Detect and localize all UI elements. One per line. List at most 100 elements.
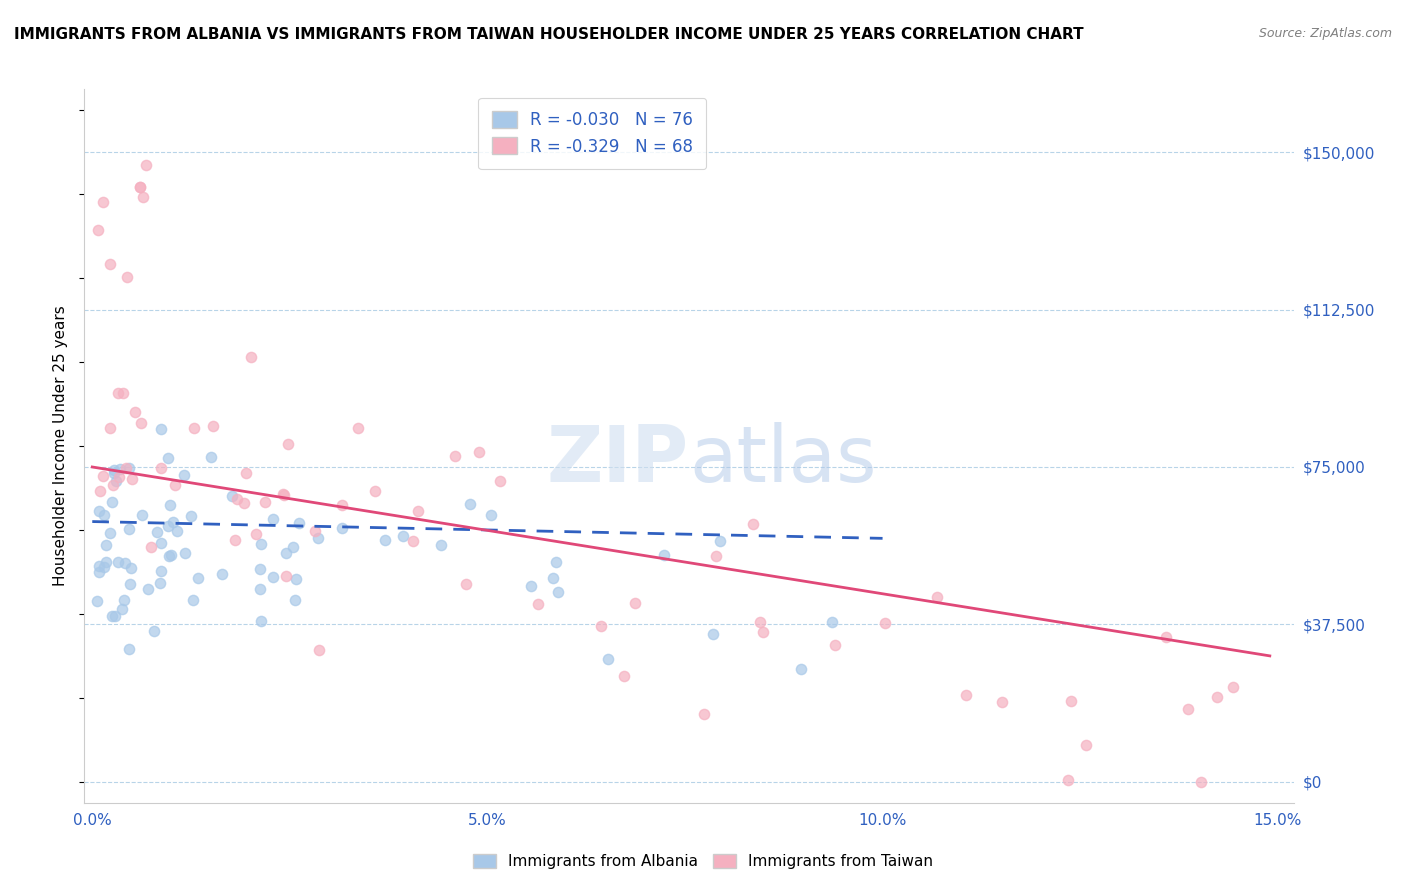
Point bbox=[249, 582, 271, 596]
Point bbox=[790, 662, 813, 676]
Point bbox=[526, 597, 548, 611]
Point bbox=[156, 518, 179, 533]
Point bbox=[1060, 694, 1083, 708]
Point bbox=[181, 592, 204, 607]
Point bbox=[262, 570, 284, 584]
Point bbox=[468, 445, 491, 459]
Point bbox=[749, 615, 772, 629]
Point bbox=[235, 467, 257, 481]
Point bbox=[135, 158, 157, 172]
Point bbox=[240, 350, 263, 364]
Point bbox=[276, 569, 298, 583]
Point bbox=[741, 516, 763, 531]
Point bbox=[101, 609, 124, 624]
Point bbox=[221, 489, 243, 503]
Point bbox=[157, 451, 180, 466]
Point bbox=[101, 478, 124, 492]
Point bbox=[489, 474, 512, 488]
Point bbox=[304, 524, 326, 539]
Point bbox=[751, 625, 773, 640]
Point bbox=[406, 504, 429, 518]
Point bbox=[98, 526, 121, 541]
Point bbox=[149, 461, 172, 475]
Point bbox=[166, 524, 188, 538]
Point bbox=[200, 450, 222, 465]
Point bbox=[624, 596, 647, 610]
Point bbox=[107, 386, 129, 401]
Point bbox=[250, 536, 273, 550]
Point bbox=[98, 257, 121, 271]
Point bbox=[162, 516, 184, 530]
Point bbox=[430, 538, 453, 552]
Point bbox=[391, 529, 413, 543]
Point bbox=[115, 461, 138, 475]
Point bbox=[103, 466, 125, 480]
Point bbox=[519, 579, 541, 593]
Point bbox=[330, 521, 353, 535]
Point bbox=[704, 549, 727, 563]
Point bbox=[543, 571, 565, 585]
Point bbox=[245, 527, 267, 541]
Point bbox=[142, 624, 165, 638]
Point bbox=[250, 614, 273, 628]
Point bbox=[108, 470, 131, 484]
Point bbox=[287, 516, 309, 531]
Point bbox=[132, 190, 155, 204]
Point bbox=[652, 548, 675, 562]
Point bbox=[157, 549, 180, 564]
Point bbox=[1205, 690, 1227, 705]
Point bbox=[254, 494, 277, 508]
Point bbox=[114, 556, 136, 570]
Point bbox=[93, 560, 115, 574]
Point bbox=[129, 180, 152, 194]
Point bbox=[118, 522, 141, 536]
Legend: Immigrants from Albania, Immigrants from Taiwan: Immigrants from Albania, Immigrants from… bbox=[467, 848, 939, 875]
Point bbox=[1222, 681, 1244, 695]
Point bbox=[118, 576, 141, 591]
Point bbox=[86, 594, 108, 608]
Point bbox=[149, 564, 172, 578]
Point bbox=[104, 474, 127, 488]
Point bbox=[443, 449, 465, 463]
Point bbox=[821, 615, 844, 629]
Point bbox=[224, 533, 246, 547]
Point bbox=[180, 508, 202, 523]
Point bbox=[120, 561, 142, 575]
Point bbox=[87, 559, 110, 574]
Point bbox=[613, 669, 636, 683]
Point bbox=[1154, 630, 1177, 644]
Point bbox=[308, 642, 330, 657]
Point bbox=[107, 555, 129, 569]
Point bbox=[103, 462, 125, 476]
Point bbox=[824, 638, 846, 652]
Point bbox=[129, 416, 152, 430]
Point bbox=[96, 555, 118, 569]
Point bbox=[330, 498, 353, 512]
Point bbox=[249, 562, 271, 576]
Point bbox=[111, 385, 134, 400]
Point bbox=[128, 180, 150, 194]
Point bbox=[589, 618, 612, 632]
Point bbox=[1056, 773, 1078, 788]
Point bbox=[1189, 774, 1212, 789]
Point bbox=[1177, 701, 1199, 715]
Point bbox=[115, 269, 138, 284]
Point bbox=[201, 419, 224, 434]
Point bbox=[284, 593, 307, 607]
Point bbox=[274, 546, 297, 560]
Point bbox=[94, 538, 117, 552]
Point bbox=[150, 422, 173, 436]
Point bbox=[93, 508, 115, 523]
Point bbox=[124, 405, 146, 419]
Point bbox=[159, 548, 181, 562]
Text: IMMIGRANTS FROM ALBANIA VS IMMIGRANTS FROM TAIWAN HOUSEHOLDER INCOME UNDER 25 YE: IMMIGRANTS FROM ALBANIA VS IMMIGRANTS FR… bbox=[14, 27, 1084, 42]
Point bbox=[91, 469, 114, 483]
Point bbox=[136, 582, 159, 596]
Point bbox=[104, 608, 127, 623]
Point bbox=[111, 601, 134, 615]
Text: Source: ZipAtlas.com: Source: ZipAtlas.com bbox=[1258, 27, 1392, 40]
Point bbox=[364, 484, 387, 499]
Point bbox=[110, 462, 132, 476]
Point bbox=[98, 421, 121, 435]
Point bbox=[693, 707, 716, 722]
